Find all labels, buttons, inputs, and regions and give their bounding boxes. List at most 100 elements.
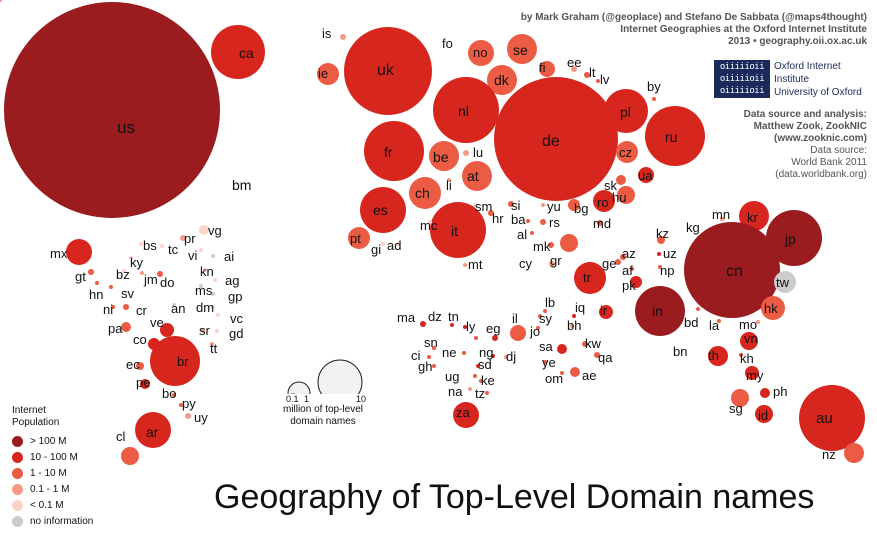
label-tw: tw <box>776 275 790 290</box>
bubble-ai <box>211 254 215 258</box>
bubble-la <box>717 319 721 323</box>
bubble-my <box>745 366 759 380</box>
label-ph: ph <box>773 384 787 399</box>
bubble-gt <box>88 269 94 275</box>
label-pl: pl <box>620 104 631 120</box>
bubble-es <box>360 187 406 233</box>
label-gt: gt <box>75 269 86 284</box>
bubble-uk <box>344 27 432 115</box>
label-pa: pa <box>108 321 123 336</box>
label-li: li <box>446 178 452 193</box>
bubble-bg <box>568 199 580 211</box>
bubble-sg <box>731 389 749 407</box>
label-uz: uz <box>663 246 677 261</box>
label-fr: fr <box>384 144 393 160</box>
bubble-uy <box>185 413 191 419</box>
bubble-ms <box>199 284 203 288</box>
analysis-heading: Data source and analysis: <box>743 109 867 120</box>
legend-items: > 100 M 10 - 100 M 1 - 10 M 0.1 - 1 M < 0.1 … <box>12 433 93 529</box>
label-rs: rs <box>549 215 560 230</box>
bubble-mc <box>428 220 432 224</box>
bubble-ba <box>526 219 530 223</box>
bubble-dz <box>450 323 454 327</box>
bubble-al <box>530 231 534 235</box>
label-om: om <box>545 371 563 386</box>
bubble-iq <box>572 314 576 318</box>
bubble-cz <box>616 141 638 163</box>
bubble-lu <box>463 150 469 156</box>
label-cn: cn <box>726 263 743 280</box>
credit-authors: by Mark Graham (@geoplace) and Stefano D… <box>520 12 867 23</box>
credit-year-url: 2013 • geography.oii.ox.ac.uk <box>728 36 867 47</box>
label-pt: pt <box>350 231 361 246</box>
label-qa: qa <box>598 350 613 365</box>
label-la: la <box>709 318 720 333</box>
label-dm: dm <box>196 300 214 315</box>
label-bz: bz <box>116 267 130 282</box>
label-ve: ve <box>150 315 164 330</box>
label-iq: iq <box>575 300 585 315</box>
label-pr: pr <box>184 231 196 246</box>
label-md: md <box>593 216 611 231</box>
bubble-ug <box>473 374 477 378</box>
bubble-cl <box>121 447 139 465</box>
label-kw: kw <box>585 336 602 351</box>
label-ee: ee <box>567 55 581 70</box>
institution-university: University of Oxford <box>774 87 862 98</box>
label-lu: lu <box>473 145 483 160</box>
bubble-nl <box>433 77 499 143</box>
bubble-ma <box>420 321 426 327</box>
bubble-fi <box>539 61 555 77</box>
label-kg: kg <box>686 220 700 235</box>
label-se: se <box>513 42 528 58</box>
bubble-md <box>597 220 603 226</box>
label-kz: kz <box>656 226 669 241</box>
label-yu: yu <box>547 199 561 214</box>
bubble-ve <box>160 323 174 337</box>
label-al: al <box>517 227 527 242</box>
label-fi: fi <box>539 60 546 75</box>
label-my: my <box>746 368 764 383</box>
bubble-om <box>560 371 564 375</box>
bubble-py <box>179 403 183 407</box>
label-bm: bm <box>232 177 251 193</box>
label-ge: ge <box>602 256 616 271</box>
label-mx: mx <box>50 246 68 261</box>
label-de: de <box>542 133 560 150</box>
label-au: au <box>816 410 833 427</box>
legend-label: 0.1 - 1 M <box>30 483 70 495</box>
label-ir: ir <box>600 303 608 318</box>
label-sr: sr <box>199 323 211 338</box>
label-gi: gi <box>371 242 381 257</box>
bubble-by <box>652 97 656 101</box>
bubble-li <box>447 178 451 182</box>
bubble-az <box>620 254 626 260</box>
bubble-ph <box>760 388 770 398</box>
label-pk: pk <box>622 278 636 293</box>
bubble-tw <box>774 271 796 293</box>
label-tr: tr <box>583 270 592 285</box>
bubble-gh <box>432 364 436 368</box>
legend-item: > 100 M <box>12 433 93 449</box>
bubble-mo <box>756 320 760 324</box>
label-lt: lt <box>589 65 596 80</box>
bubble-na <box>468 387 472 391</box>
label-jm: jm <box>143 272 158 287</box>
bubble-br <box>150 336 200 386</box>
label-ad: ad <box>387 238 401 253</box>
bubble-ch <box>409 177 441 209</box>
label-gr: gr <box>550 253 562 268</box>
label-bo: bo <box>162 386 176 401</box>
label-co: co <box>133 332 147 347</box>
bubble-in <box>635 286 685 336</box>
country-bubbles <box>0 0 865 465</box>
bubble-bd <box>696 307 700 311</box>
bubble-hk <box>761 296 785 320</box>
bubble-rs <box>540 219 546 225</box>
bubble-ca <box>211 25 265 79</box>
bubble-dm <box>211 305 215 309</box>
label-tn: tn <box>448 309 459 324</box>
bubble-mn <box>720 217 724 221</box>
label-tt: tt <box>210 341 218 356</box>
